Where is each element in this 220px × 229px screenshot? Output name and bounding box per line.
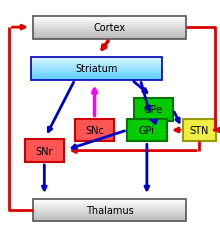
- Bar: [31, 72, 162, 73]
- Bar: [33, 202, 186, 203]
- Bar: [31, 79, 162, 80]
- Bar: [33, 203, 186, 204]
- Bar: [31, 70, 162, 71]
- Bar: [31, 63, 162, 64]
- Bar: [33, 211, 186, 212]
- Bar: [33, 34, 186, 35]
- Text: STN: STN: [190, 125, 209, 135]
- Bar: [33, 201, 186, 202]
- Bar: [31, 60, 162, 61]
- Bar: [33, 26, 186, 27]
- Bar: [33, 31, 186, 32]
- Bar: [33, 208, 186, 209]
- Bar: [127, 119, 167, 142]
- Bar: [134, 98, 173, 121]
- Bar: [31, 76, 162, 77]
- Bar: [33, 205, 186, 206]
- Bar: [31, 74, 162, 75]
- Bar: [33, 29, 186, 30]
- Bar: [31, 61, 162, 62]
- Bar: [25, 139, 64, 162]
- Bar: [33, 199, 186, 200]
- Bar: [33, 35, 186, 36]
- Bar: [33, 210, 186, 211]
- Bar: [33, 214, 186, 215]
- Bar: [33, 30, 186, 31]
- Bar: [31, 73, 162, 74]
- Bar: [33, 219, 186, 220]
- Bar: [33, 23, 186, 24]
- Bar: [33, 216, 186, 217]
- Bar: [31, 75, 162, 76]
- Bar: [33, 19, 186, 20]
- Bar: [33, 21, 186, 22]
- Bar: [33, 38, 186, 39]
- Bar: [31, 58, 162, 80]
- Bar: [31, 65, 162, 66]
- Bar: [33, 28, 186, 29]
- Bar: [31, 71, 162, 72]
- Bar: [31, 78, 162, 79]
- Bar: [33, 24, 186, 25]
- Bar: [31, 59, 162, 60]
- Bar: [33, 200, 186, 201]
- Bar: [33, 36, 186, 37]
- Text: GPi: GPi: [139, 125, 155, 135]
- Bar: [33, 207, 186, 208]
- Bar: [33, 17, 186, 39]
- Text: SNc: SNc: [85, 125, 104, 135]
- Bar: [31, 66, 162, 67]
- Bar: [33, 37, 186, 38]
- Bar: [31, 58, 162, 59]
- Bar: [75, 119, 114, 142]
- Text: Cortex: Cortex: [94, 23, 126, 33]
- Bar: [33, 206, 186, 207]
- Bar: [33, 213, 186, 214]
- Bar: [33, 218, 186, 219]
- Bar: [33, 199, 186, 221]
- Bar: [33, 32, 186, 33]
- Bar: [33, 220, 186, 221]
- Bar: [33, 215, 186, 216]
- Bar: [33, 204, 186, 205]
- Bar: [33, 20, 186, 21]
- Bar: [33, 17, 186, 18]
- Bar: [31, 67, 162, 68]
- Bar: [33, 25, 186, 26]
- Bar: [31, 69, 162, 70]
- Bar: [31, 77, 162, 78]
- Bar: [33, 33, 186, 34]
- Bar: [33, 27, 186, 28]
- Bar: [33, 212, 186, 213]
- Bar: [31, 62, 162, 63]
- Bar: [31, 68, 162, 69]
- Bar: [33, 18, 186, 19]
- Bar: [33, 217, 186, 218]
- Bar: [183, 119, 216, 142]
- Text: GPe: GPe: [144, 105, 163, 115]
- Bar: [31, 64, 162, 65]
- Text: Thalamus: Thalamus: [86, 205, 134, 215]
- Text: Striatum: Striatum: [75, 64, 118, 74]
- Bar: [33, 209, 186, 210]
- Bar: [33, 22, 186, 23]
- Text: SNr: SNr: [36, 146, 53, 156]
